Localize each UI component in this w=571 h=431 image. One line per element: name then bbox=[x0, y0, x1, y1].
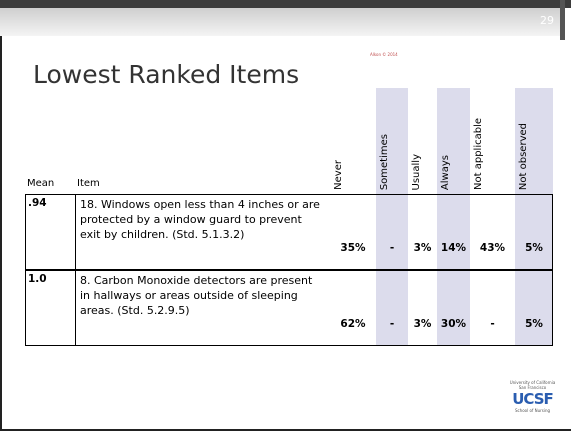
column-shade bbox=[376, 88, 408, 346]
column-header: Item bbox=[77, 178, 100, 189]
item-text: 18. Windows open less than 4 inches or a… bbox=[80, 198, 320, 241]
top-bar bbox=[0, 0, 571, 8]
percent-value: - bbox=[490, 318, 495, 330]
left-border bbox=[0, 36, 2, 431]
row-divider bbox=[75, 270, 76, 346]
percent-value: 30% bbox=[440, 318, 467, 330]
header-band bbox=[0, 8, 562, 36]
logo-text: School of Nursing bbox=[514, 408, 551, 413]
logo: University of California San Francisco U… bbox=[505, 380, 560, 413]
column-header: Sometimes bbox=[379, 133, 390, 190]
slide-title: Lowest Ranked Items bbox=[33, 60, 300, 89]
copyright: Alkon © 2014 bbox=[370, 52, 398, 57]
percent-value: 62% bbox=[340, 318, 366, 330]
percent-value: 5% bbox=[525, 242, 543, 254]
column-shade bbox=[515, 88, 553, 346]
mean-value: .94 bbox=[28, 197, 47, 209]
mean-value: 1.0 bbox=[28, 273, 47, 285]
row-border bbox=[25, 270, 553, 346]
percent-value: 3% bbox=[413, 318, 432, 330]
logo-text: San Francisco bbox=[518, 385, 547, 390]
right-bar bbox=[560, 0, 565, 40]
column-header: Usually bbox=[411, 153, 422, 190]
column-header: Always bbox=[440, 154, 451, 190]
percent-value: 35% bbox=[340, 242, 366, 254]
column-header: Never bbox=[333, 160, 344, 190]
percent-value: 3% bbox=[413, 242, 432, 254]
percent-value: 43% bbox=[479, 242, 506, 254]
logo-text: University of California bbox=[509, 380, 556, 385]
percent-value: - bbox=[389, 242, 395, 254]
column-header: Mean bbox=[27, 178, 55, 189]
percent-value: - bbox=[389, 318, 395, 330]
item-text: 8. Carbon Monoxide detectors are present… bbox=[80, 274, 313, 317]
column-header: Not observed bbox=[518, 122, 529, 190]
row-divider bbox=[75, 194, 76, 270]
column-header: Not applicable bbox=[473, 118, 484, 190]
page-number: 29 bbox=[540, 14, 554, 27]
row-border bbox=[25, 194, 553, 270]
bottom-border bbox=[0, 429, 571, 431]
column-shade bbox=[437, 88, 470, 346]
logo-mark: UCSF bbox=[512, 390, 554, 408]
percent-value: 5% bbox=[525, 318, 543, 330]
percent-value: 14% bbox=[440, 242, 467, 254]
